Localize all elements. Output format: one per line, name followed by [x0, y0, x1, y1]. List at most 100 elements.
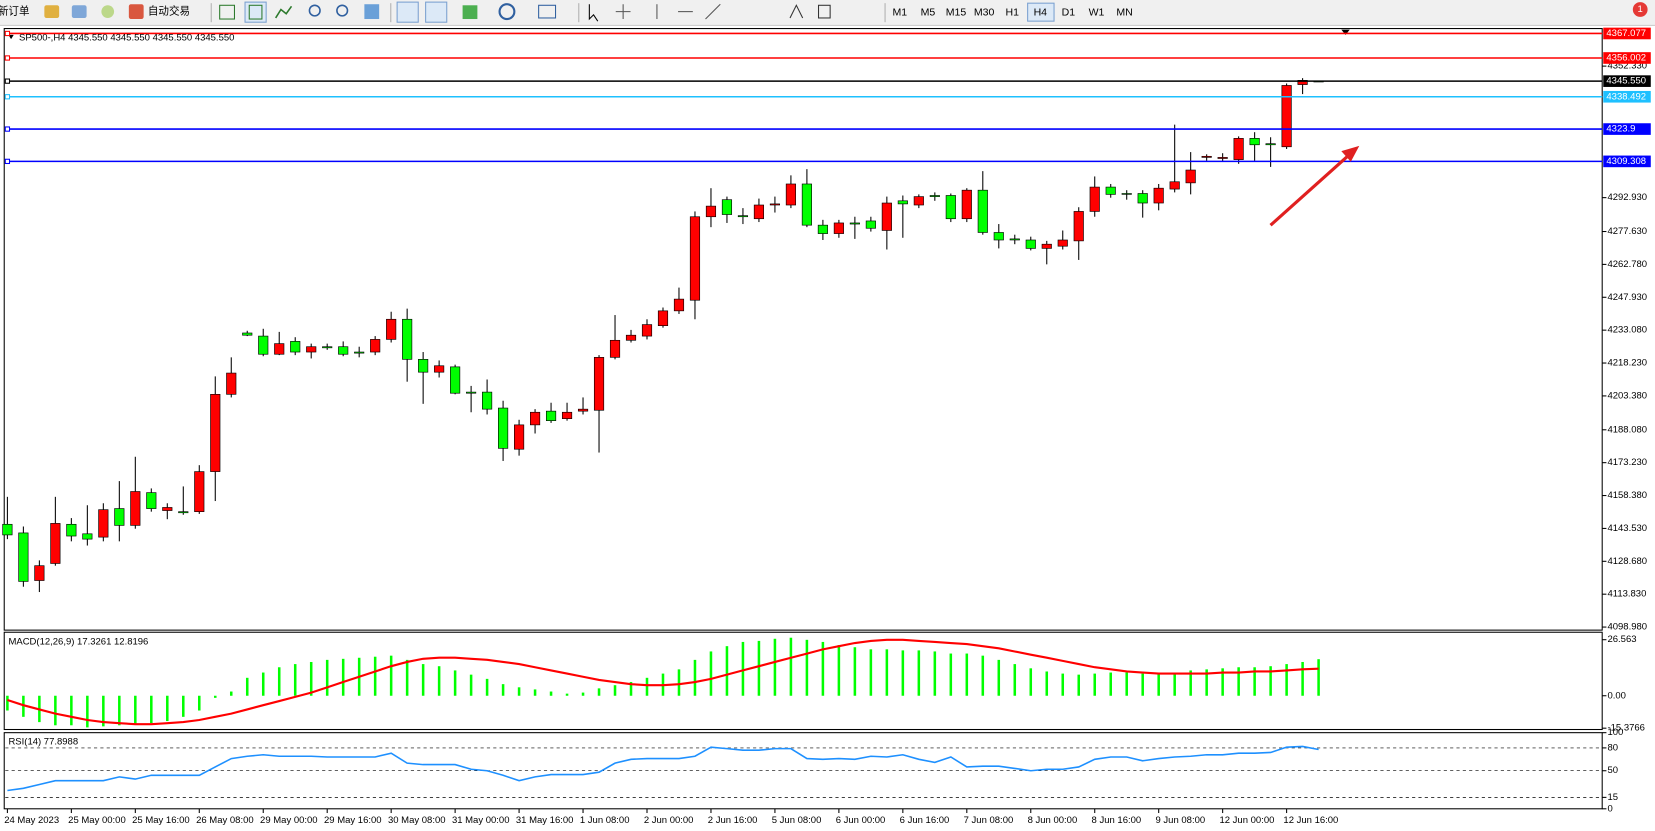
- notification-badge[interactable]: [1632, 2, 1648, 17]
- icon[interactable]: [71, 5, 87, 18]
- icon-active[interactable]: [425, 1, 448, 23]
- macd-bar: [741, 641, 745, 696]
- label-tool[interactable]: [817, 4, 831, 19]
- icon[interactable]: [364, 4, 380, 20]
- macd-bar: [997, 659, 1001, 696]
- candle-body: [130, 491, 141, 526]
- candle-body: [1265, 143, 1276, 146]
- level-label: 4345.550: [1606, 76, 1646, 87]
- panel-title: SP500-,H4 4345.550 4345.550 4345.550 434…: [19, 33, 234, 44]
- macd-bar: [709, 651, 713, 696]
- macd-bar: [1045, 671, 1049, 696]
- candle-body: [769, 203, 780, 206]
- level-handle: [4, 126, 11, 132]
- macd-bar: [22, 695, 25, 717]
- icon[interactable]: [538, 4, 557, 19]
- candle-body: [50, 523, 61, 564]
- macd-bar: [549, 691, 553, 696]
- icon[interactable]: [44, 5, 60, 18]
- macd-bar: [453, 670, 457, 696]
- period-button[interactable]: H1: [1005, 6, 1019, 18]
- period-button[interactable]: W1: [1089, 6, 1105, 18]
- text-tool[interactable]: [789, 4, 804, 19]
- icon-active[interactable]: [244, 1, 267, 23]
- auto-trade-icon[interactable]: [128, 4, 144, 20]
- period-active[interactable]: [1027, 2, 1055, 22]
- icon[interactable]: [274, 5, 293, 19]
- candle-body: [1025, 239, 1036, 249]
- y-tick-label: 4277.630: [1607, 226, 1647, 237]
- cursor-tool[interactable]: [588, 4, 599, 22]
- macd-bar: [437, 666, 441, 696]
- macd-bar: [229, 691, 233, 696]
- period-button[interactable]: M1: [893, 6, 908, 18]
- trendline-tool[interactable]: [705, 3, 721, 20]
- icon[interactable]: [462, 5, 478, 20]
- icon[interactable]: [498, 3, 516, 21]
- y-tick-label: 0.00: [1607, 690, 1625, 701]
- period-button[interactable]: M15: [946, 6, 967, 18]
- macd-bar: [293, 664, 297, 696]
- macd-bar: [901, 650, 905, 696]
- level-label-bg: [1603, 123, 1651, 135]
- icon[interactable]: [219, 4, 235, 20]
- candle-body: [418, 359, 429, 373]
- candle-body: [561, 411, 573, 419]
- zoom-out[interactable]: [336, 4, 349, 17]
- macd-bar: [533, 689, 537, 696]
- icon-active[interactable]: [396, 1, 419, 23]
- y-tick-label: 100: [1607, 727, 1623, 738]
- macd-bar: [1317, 659, 1320, 696]
- level-handle: [4, 55, 11, 61]
- y-tick-label: 50: [1607, 765, 1618, 776]
- macd-bar: [182, 695, 185, 717]
- candle-body: [146, 492, 157, 509]
- macd-bar: [134, 695, 137, 725]
- period-button[interactable]: MN: [1116, 6, 1132, 18]
- auto-trade-button[interactable]: 自动交易: [148, 4, 190, 17]
- x-tick-label: 1 Jun 08:00: [580, 815, 630, 826]
- candle-body: [434, 365, 445, 373]
- rsi-line: [7, 745, 1319, 792]
- macd-bar: [869, 649, 873, 696]
- candle-body: [370, 339, 381, 353]
- macd-bar: [1077, 674, 1081, 696]
- new-order-button[interactable]: 新订单: [0, 4, 30, 17]
- x-tick-label: 2 Jun 00:00: [644, 815, 694, 826]
- macd-bar: [629, 682, 633, 696]
- macd-bar: [757, 640, 761, 696]
- period-button[interactable]: M30: [974, 6, 995, 18]
- candle-body: [689, 216, 701, 301]
- candle-body: [1041, 243, 1052, 249]
- x-tick-label: 29 May 00:00: [260, 815, 318, 826]
- x-tick-label: 29 May 16:00: [324, 815, 382, 826]
- macd-bar: [853, 647, 857, 696]
- macd-bar: [501, 684, 505, 696]
- period-button[interactable]: M5: [921, 6, 936, 18]
- zoom-in[interactable]: [308, 4, 321, 17]
- x-tick-label: 7 Jun 08:00: [964, 815, 1014, 826]
- y-tick-label: 4233.080: [1607, 325, 1647, 336]
- period-button[interactable]: H4: [1034, 6, 1048, 18]
- icon[interactable]: [101, 5, 115, 18]
- plot: 4352.330 4292.930 4277.630 4262.780 4247.930…: [2, 27, 1651, 826]
- icon[interactable]: [248, 4, 263, 20]
- x-tick-label: 26 May 08:00: [196, 815, 254, 826]
- level-label-bg: [1603, 27, 1651, 40]
- candle-body: [929, 195, 940, 197]
- x-tick-label: 8 Jun 16:00: [1092, 815, 1142, 826]
- y-tick-label: 4098.980: [1607, 622, 1647, 633]
- level-label: 4309.308: [1606, 156, 1646, 167]
- period-button[interactable]: D1: [1062, 6, 1076, 18]
- macd-bar: [166, 695, 169, 722]
- candle-body: [817, 224, 828, 234]
- macd-bar: [261, 672, 265, 696]
- macd-bar: [1189, 670, 1192, 696]
- macd-bar: [1173, 672, 1176, 696]
- candle-body: [162, 507, 173, 511]
- toolbar-bg: [0, 0, 1655, 26]
- macd-bar: [789, 637, 793, 696]
- crosshair-tool[interactable]: [615, 4, 631, 20]
